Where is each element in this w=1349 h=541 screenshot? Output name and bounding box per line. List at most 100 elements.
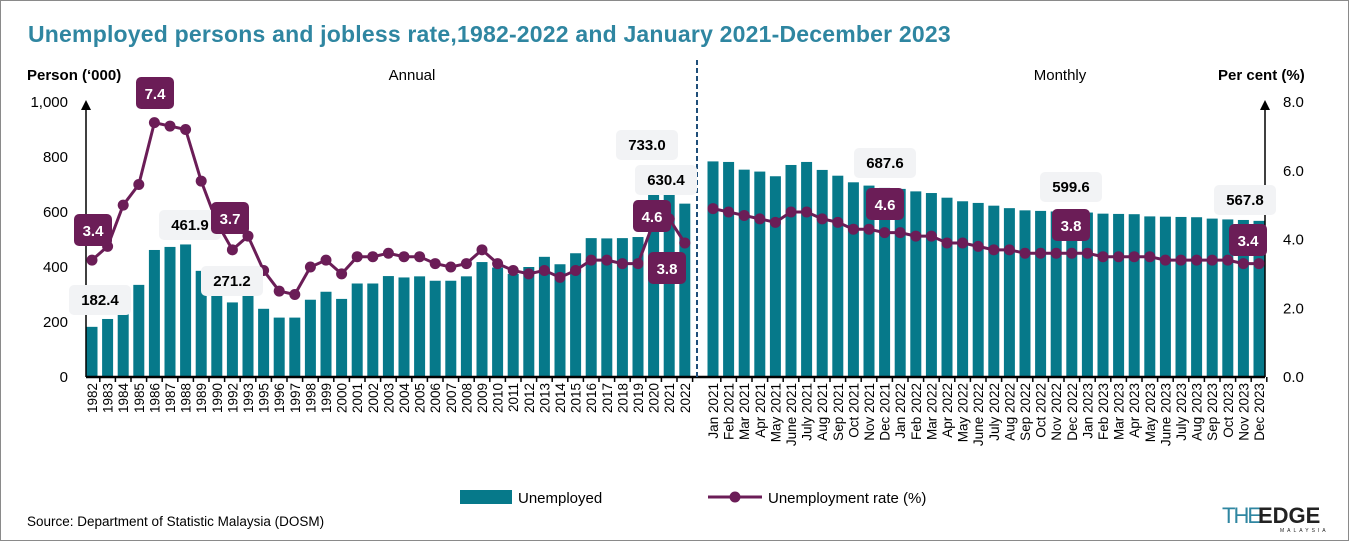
rate-marker — [429, 258, 441, 270]
right-tick-label: 8.0 — [1283, 94, 1304, 111]
x-tick-label: Apr 2022 — [940, 383, 955, 438]
the-edge-logo: THE EDGE MALAYSIA — [1222, 503, 1329, 534]
x-tick-label: Dec 2022 — [1065, 383, 1080, 441]
x-tick-label: 2002 — [366, 383, 381, 413]
bar-unemployed — [570, 253, 582, 377]
left-tick-label: 200 — [43, 314, 68, 331]
rate-marker — [925, 230, 937, 242]
left-tick-label: 1,000 — [30, 94, 68, 111]
rate-label-box — [866, 188, 904, 220]
x-tick-label: 1995 — [257, 383, 272, 413]
x-tick-label: 1982 — [85, 383, 100, 413]
bar-unemployed — [1050, 211, 1062, 377]
right-tick-label: 6.0 — [1283, 163, 1304, 180]
rate-marker — [523, 268, 535, 280]
x-tick-label: 2003 — [381, 383, 396, 413]
value-label-box — [616, 130, 678, 160]
bar-unemployed — [1253, 220, 1265, 377]
bar-unemployed — [304, 299, 316, 377]
value-label-box — [159, 210, 221, 240]
x-tick-label: July 2022 — [987, 383, 1002, 441]
bar-unemployed — [1144, 216, 1156, 377]
rate-label: 3.7 — [220, 211, 241, 228]
rate-marker — [304, 261, 316, 273]
right-axis-arrow-icon — [1260, 100, 1270, 110]
bar-unemployed — [1081, 212, 1093, 377]
rate-marker — [460, 258, 472, 270]
left-tick-label: 600 — [43, 204, 68, 221]
x-tick-label: May 2022 — [956, 383, 971, 442]
value-label-box — [854, 148, 916, 178]
x-tick-label: 1999 — [319, 383, 334, 413]
rate-marker — [601, 254, 613, 266]
rate-marker — [1144, 251, 1156, 263]
value-label-box — [69, 285, 131, 315]
x-tick-label: 2001 — [350, 383, 365, 413]
bar-unemployed — [925, 193, 937, 377]
svg-text:EDGE: EDGE — [1258, 503, 1320, 528]
svg-text:MALAYSIA: MALAYSIA — [1280, 528, 1329, 534]
bar-unemployed — [879, 187, 891, 377]
x-tick-label: 2018 — [615, 383, 630, 413]
rate-marker — [754, 213, 766, 225]
x-tick-label: Nov 2023 — [1236, 383, 1251, 441]
value-label: 687.6 — [866, 155, 904, 172]
rate-marker — [632, 258, 644, 270]
bar-unemployed — [273, 317, 285, 377]
rate-label-box — [136, 77, 174, 109]
x-tick-label: 2013 — [537, 383, 552, 413]
x-tick-label: 1983 — [101, 383, 116, 413]
bar-unemployed — [847, 182, 859, 377]
x-tick-label: June 2023 — [1158, 383, 1173, 446]
bar-unemployed — [367, 283, 379, 377]
value-label: 630.4 — [647, 172, 685, 189]
bar-unemployed — [1097, 213, 1109, 377]
value-label: 182.4 — [81, 292, 119, 309]
rate-label: 7.4 — [145, 86, 167, 103]
x-tick-label: Aug 2023 — [1190, 383, 1205, 441]
rate-marker — [1128, 251, 1140, 263]
x-tick-label: 1990 — [210, 383, 225, 413]
x-tick-label: Nov 2022 — [1049, 383, 1064, 441]
bar-unemployed — [738, 169, 750, 377]
rate-marker — [351, 251, 363, 263]
x-tick-label: Oct 2023 — [1221, 383, 1236, 438]
left-tick-label: 0 — [60, 369, 68, 386]
rate-label-box — [1052, 209, 1090, 241]
x-tick-label: Jan 2022 — [893, 383, 908, 439]
x-tick-label: Mar 2023 — [1112, 383, 1127, 440]
x-tick-label: Apr 2021 — [753, 383, 768, 438]
x-tick-label: June 2022 — [971, 383, 986, 446]
bar-unemployed — [863, 185, 875, 377]
right-tick-label: 4.0 — [1283, 232, 1304, 249]
bar-unemployed — [1191, 217, 1203, 377]
x-tick-label: 1985 — [132, 383, 147, 413]
rate-marker — [1206, 254, 1218, 266]
bar-unemployed — [351, 283, 363, 377]
rate-marker — [570, 264, 582, 276]
bar-unemployed — [492, 267, 504, 377]
section-label-monthly: Monthly — [1034, 67, 1087, 84]
rate-marker — [972, 240, 984, 252]
rate-marker — [941, 237, 953, 249]
bar-unemployed — [1003, 208, 1015, 377]
bar-unemployed — [554, 264, 566, 377]
bar-unemployed — [226, 302, 238, 377]
x-tick-label: 1997 — [288, 383, 303, 413]
bar-unemployed — [382, 276, 394, 377]
bar-unemployed — [148, 249, 160, 377]
x-tick-label: Jan 2023 — [1080, 383, 1095, 439]
x-tick-label: 2004 — [397, 383, 412, 414]
rate-label-box — [1229, 224, 1267, 256]
rate-label: 3.8 — [1061, 218, 1082, 235]
rate-marker — [879, 227, 891, 239]
x-tick-label: 1993 — [241, 383, 256, 413]
x-tick-label: 2010 — [491, 383, 506, 413]
x-tick-label: Dec 2021 — [878, 383, 893, 441]
bar-unemployed — [801, 161, 813, 377]
x-tick-label: July 2021 — [800, 383, 815, 441]
value-label: 271.2 — [213, 273, 251, 290]
x-tick-label: 2006 — [428, 383, 443, 413]
rate-marker — [367, 251, 379, 263]
